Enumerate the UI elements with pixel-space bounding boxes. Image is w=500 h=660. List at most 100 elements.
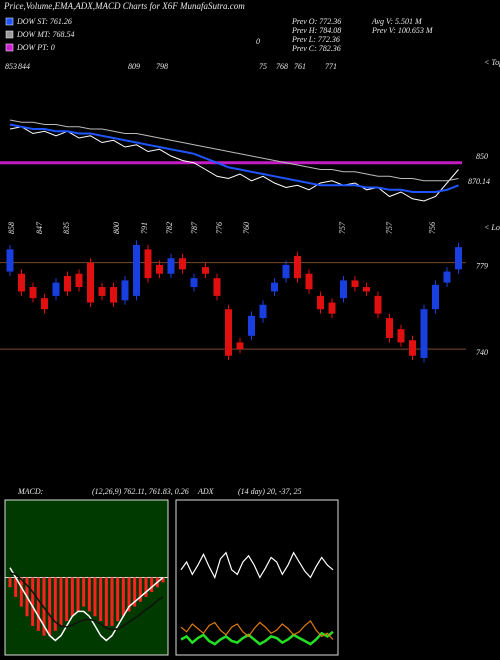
- prev-volume: Prev V: 100.653 M: [371, 26, 434, 35]
- histogram-bar: [59, 577, 63, 626]
- marker: 0: [256, 37, 260, 46]
- histogram-bar: [110, 577, 114, 626]
- annotation: 870.14: [468, 177, 490, 186]
- top-label: 75: [259, 62, 267, 71]
- top-label: 798: [156, 62, 168, 71]
- legend-swatch: [5, 30, 14, 39]
- top-label: 787: [190, 221, 199, 234]
- price-line: [9, 126, 459, 202]
- top-label: 760: [242, 222, 251, 234]
- histogram-bar: [161, 577, 165, 583]
- candle-body: [351, 280, 359, 288]
- macd-line: [9, 571, 164, 631]
- candle-body: [179, 258, 186, 270]
- top-label: 858: [7, 222, 16, 234]
- candle-body: [340, 280, 347, 299]
- histogram-bar: [116, 577, 120, 622]
- histogram-bar: [53, 577, 57, 631]
- candle-body: [202, 267, 209, 274]
- candle-body: [236, 342, 244, 350]
- top-label: 844: [18, 62, 30, 71]
- histogram-bar: [138, 577, 142, 602]
- candle-body: [317, 295, 324, 310]
- candle-body: [259, 304, 267, 319]
- top-label: 800: [112, 222, 121, 234]
- top-label: 776: [215, 222, 224, 234]
- candle-body: [397, 329, 405, 343]
- histogram-bar: [82, 577, 86, 607]
- annotation: 850: [476, 152, 488, 161]
- panel-title: MACD:: [17, 487, 44, 496]
- histogram-bar: [87, 577, 91, 612]
- candle-body: [443, 271, 451, 283]
- candle-body: [52, 282, 60, 296]
- histogram-bar: [104, 577, 108, 626]
- histogram-bar: [65, 577, 69, 622]
- price-line: [9, 119, 459, 182]
- candle-body: [420, 309, 428, 358]
- candle-body: [156, 264, 163, 274]
- candle-body: [133, 244, 140, 296]
- candle-body: [386, 318, 393, 339]
- corner-label: < Lows: [484, 223, 500, 232]
- candle-body: [87, 262, 94, 303]
- candle-body: [294, 256, 301, 279]
- top-label: 761: [294, 62, 306, 71]
- legend-swatch: [5, 43, 14, 52]
- top-label: 771: [325, 62, 337, 71]
- histogram-bar: [48, 577, 52, 636]
- candle-body: [167, 258, 175, 274]
- candle-body: [363, 287, 370, 292]
- candle-body: [144, 249, 152, 279]
- histogram-bar: [70, 577, 74, 617]
- avg-volume: Avg V: 5.501 M: [371, 17, 423, 26]
- candle-body: [213, 278, 221, 296]
- candle-body: [41, 298, 48, 310]
- top-label: 757: [385, 221, 394, 234]
- top-label: 835: [62, 222, 71, 234]
- legend-label: DOW ST: 761.26: [16, 17, 72, 26]
- top-label: 768: [276, 62, 288, 71]
- top-label: 847: [35, 221, 44, 234]
- top-label: 757: [338, 221, 347, 234]
- histogram-bar: [133, 577, 137, 607]
- page-title: Price,Volume,EMA,ADX,MACD Charts for X6F…: [3, 1, 245, 11]
- adx-line: [180, 551, 334, 580]
- histogram-bar: [150, 577, 154, 593]
- candle-body: [18, 273, 25, 292]
- top-label: 782: [165, 222, 174, 234]
- prev-open: Prev O: 772.36: [291, 17, 341, 26]
- candle-body: [455, 247, 462, 270]
- price-line: [9, 123, 459, 193]
- legend-swatch: [5, 17, 14, 26]
- histogram-bar: [76, 577, 80, 612]
- candle-body: [64, 275, 71, 292]
- candle-body: [121, 280, 129, 301]
- candle-body: [75, 273, 83, 288]
- corner-label: < Tops: [484, 58, 500, 67]
- histogram-bar: [19, 577, 23, 607]
- y-tick-label: 779: [476, 261, 488, 270]
- macd-line: [9, 567, 164, 642]
- y-tick-label: 740: [476, 348, 488, 357]
- candle-body: [374, 295, 382, 314]
- candle-body: [29, 287, 37, 299]
- legend-label: DOW MT: 768.54: [16, 30, 75, 39]
- top-label: 756: [428, 222, 437, 234]
- panel-title: ADX: [197, 487, 215, 496]
- candle-body: [305, 273, 313, 290]
- candle-body: [190, 278, 198, 288]
- prev-high: Prev H: 784.08: [291, 26, 341, 35]
- histogram-bar: [8, 577, 12, 588]
- candle-body: [248, 315, 255, 336]
- candle-body: [432, 284, 439, 310]
- legend-label: DOW PT: 0: [16, 43, 55, 52]
- panel-subtitle: (12,26,9) 762.11, 761.83, 0.26: [92, 487, 189, 496]
- histogram-bar: [31, 577, 35, 626]
- histogram-bar: [144, 577, 148, 597]
- prev-close: Prev C: 782.36: [291, 44, 341, 53]
- top-label: 791: [140, 222, 149, 234]
- candle-body: [282, 264, 290, 279]
- histogram-bar: [93, 577, 97, 617]
